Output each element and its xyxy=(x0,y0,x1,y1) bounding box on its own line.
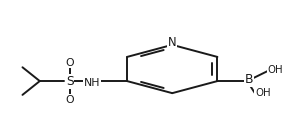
Text: N: N xyxy=(168,36,176,49)
Text: OH: OH xyxy=(267,65,283,75)
Text: S: S xyxy=(66,75,73,88)
Text: B: B xyxy=(245,73,253,87)
Text: O: O xyxy=(65,58,74,68)
Text: NH: NH xyxy=(84,78,100,88)
Text: O: O xyxy=(65,95,74,105)
Text: OH: OH xyxy=(255,88,271,99)
